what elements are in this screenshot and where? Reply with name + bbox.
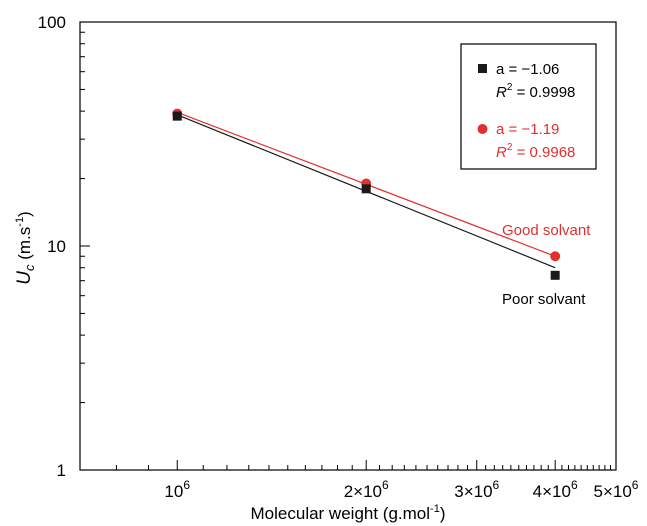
y-axis-label-close: ) xyxy=(15,211,34,217)
x-axis-label: Molecular weight (g.mol-1) xyxy=(251,503,446,523)
y-tick-label: 10 xyxy=(47,237,66,256)
legend: a = −1.06 R2 = 0.9998 a = −1.19 R2 = 0.9… xyxy=(460,43,597,170)
x-tick-label: 106 xyxy=(164,478,190,501)
legend-r2-good-solvant: R2 = 0.9968 xyxy=(496,142,575,161)
y-axis-label: Uc (m.s-1) xyxy=(14,211,37,284)
y-tick-label: 1 xyxy=(57,461,66,480)
x-tick-label: 3×106 xyxy=(454,478,499,501)
legend-a-good-solvant: a = −1.19 xyxy=(496,121,559,138)
x-axis-label-sup: -1 xyxy=(430,503,440,515)
x-axis-label-main: Molecular weight (g.mol xyxy=(251,504,431,523)
x-tick-label: 2×106 xyxy=(344,478,389,501)
y-axis-label-main: U xyxy=(14,271,35,285)
series-label-good-solvant: Good solvant xyxy=(502,222,591,239)
marker-poor-solvant xyxy=(361,184,371,194)
marker-good-solvant xyxy=(550,251,561,262)
x-tick-label: 5×106 xyxy=(594,478,639,501)
legend-marker-good-solvant xyxy=(477,124,488,134)
y-axis-label-sub: c xyxy=(22,264,37,271)
data-markers xyxy=(172,108,561,280)
y-axis-label-sup: -1 xyxy=(14,217,26,227)
legend-a-poor-solvant: a = −1.06 xyxy=(496,61,559,78)
y-tick-label: 100 xyxy=(38,13,66,32)
legend-marker-poor-solvant xyxy=(478,64,487,73)
y-axis-label-unit: (m.s xyxy=(15,227,34,265)
ticks-layer: 106 2×106 3×106 4×106 5×106 1 10 100 xyxy=(38,13,639,501)
legend-r2-poor-solvant: R2 = 0.9998 xyxy=(496,82,575,101)
marker-poor-solvant xyxy=(550,270,560,280)
x-axis-label-close: ) xyxy=(440,504,446,523)
marker-poor-solvant xyxy=(172,111,182,121)
series-label-poor-solvant: Poor solvant xyxy=(502,291,586,308)
x-tick-label: 4×106 xyxy=(533,478,578,501)
